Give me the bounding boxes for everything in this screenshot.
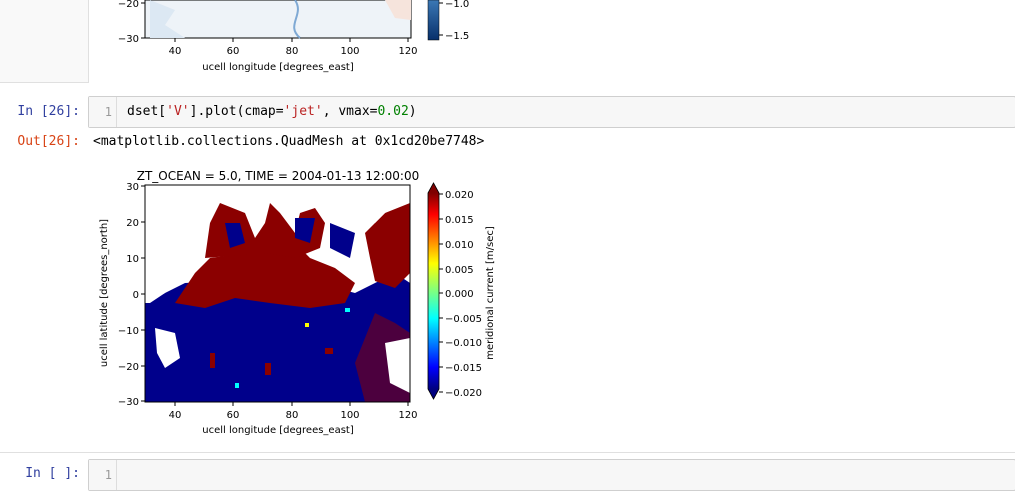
colorbar-extend-bottom	[428, 389, 439, 399]
code-token: )	[408, 104, 417, 119]
ytick-label: −30	[118, 397, 139, 408]
previous-plot-field	[150, 0, 185, 38]
ytick-label: 10	[126, 254, 139, 265]
code-number: 0.02	[377, 104, 409, 119]
output-text: <matplotlib.collections.QuadMesh at 0x1c…	[93, 134, 485, 149]
colorbar-tick-label: −0.015	[445, 363, 482, 374]
code-line[interactable]: dset['V'].plot(cmap='jet', vmax=0.02)	[127, 104, 417, 119]
colorbar-tick-label: 0.010	[445, 240, 474, 251]
ytick-label: −20	[118, 362, 139, 373]
code-string: 'jet'	[283, 104, 323, 119]
code-editor[interactable]: 1 dset['V'].plot(cmap='jet', vmax=0.02)	[88, 96, 1015, 128]
xtick-label: 120	[398, 410, 417, 421]
previous-plot-xtick-label: 120	[398, 46, 417, 57]
colorbar-tick-label: 0.015	[445, 215, 474, 226]
plot-xticks	[174, 402, 409, 406]
colorbar-tick-label: 0.020	[445, 190, 474, 201]
plot-map	[145, 185, 410, 402]
xtick-label: 100	[340, 410, 359, 421]
cell-output-prompt: Out[26]:	[17, 134, 80, 149]
map-land	[145, 185, 205, 303]
previous-plot-xlabel: ucell longitude [degrees_east]	[202, 62, 354, 73]
ytick-label: −10	[118, 326, 139, 337]
map-land	[215, 185, 355, 208]
ytick-label: 0	[133, 290, 139, 301]
previous-output-area	[0, 0, 89, 83]
map-land	[360, 185, 410, 223]
previous-plot-xtick-label: 100	[340, 46, 359, 57]
colorbar-tick-label: −0.010	[445, 338, 482, 349]
colorbar-extend-top	[428, 183, 439, 193]
previous-plot-xtick-label: 40	[169, 46, 182, 57]
colorbar-label: meridional current [m/sec]	[485, 226, 496, 360]
map-land	[155, 328, 180, 368]
colorbar-tick-label: −0.005	[445, 314, 482, 325]
cell-input-prompt: In [ ]:	[25, 466, 80, 481]
previous-plot-ytick-label: −30	[118, 34, 139, 45]
map-region-negative	[225, 223, 245, 248]
previous-colorbar-label: −1.5	[445, 31, 469, 42]
line-number: 1	[89, 460, 117, 490]
plot-xlabel: ucell longitude [degrees_east]	[202, 425, 354, 436]
map-region-negative	[330, 223, 355, 258]
previous-plot-xtick-label: 60	[227, 46, 240, 57]
map-speckles	[210, 308, 350, 388]
previous-colorbar-label: −1.0	[445, 0, 469, 10]
previous-plot-axes	[144, 0, 412, 39]
code-token: dset[	[127, 104, 167, 119]
colorbar-frame	[427, 182, 440, 400]
output-plot: ZT_OCEAN = 5.0, TIME = 2004-01-13 12:00:…	[99, 169, 496, 436]
map-region-positive	[365, 203, 410, 288]
colorbar-tick-label: 0.005	[445, 265, 474, 276]
colorbar-tick-label: −0.020	[445, 388, 482, 399]
code-editor[interactable]: 1	[88, 459, 1015, 491]
previous-colorbar	[427, 0, 440, 41]
colorbar	[428, 193, 439, 389]
map-land	[385, 338, 410, 393]
ytick-label: 30	[126, 182, 139, 193]
code-token: ].plot(cmap=	[189, 104, 284, 119]
code-token: , vmax=	[322, 104, 378, 119]
cell-input-prompt: In [26]:	[17, 104, 80, 119]
colorbar-tick-label: 0.000	[445, 289, 474, 300]
colorbar-ticks	[439, 193, 443, 393]
xtick-label: 80	[286, 410, 299, 421]
map-region-positive	[175, 223, 355, 308]
map-region-negative	[295, 218, 315, 243]
previous-plot: −20 −30 40 60 80 100 120 ucell longitude…	[118, 0, 469, 73]
previous-plot-xtick-label: 80	[286, 46, 299, 57]
line-number: 1	[89, 97, 117, 127]
cell-divider	[0, 452, 1015, 453]
ytick-label: 20	[126, 218, 139, 229]
xtick-label: 40	[169, 410, 182, 421]
previous-plot-xticks	[174, 38, 409, 42]
previous-plot-field	[293, 0, 301, 39]
previous-plot-field	[385, 0, 411, 20]
previous-plot-ytick-label: −20	[118, 0, 139, 10]
xtick-label: 60	[227, 410, 240, 421]
plot-ylabel: ucell latitude [degrees_north]	[99, 219, 110, 367]
code-string: 'V'	[166, 104, 190, 119]
plot-yticks	[141, 185, 145, 402]
plot-title: ZT_OCEAN = 5.0, TIME = 2004-01-13 12:00:…	[137, 169, 419, 183]
